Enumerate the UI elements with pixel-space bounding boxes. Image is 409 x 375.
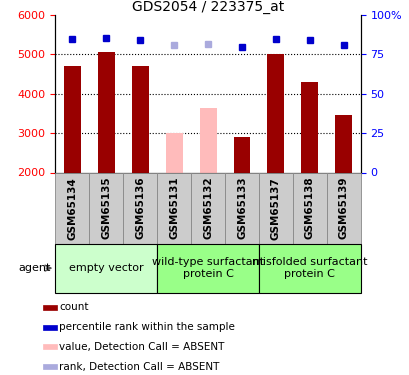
Text: value, Detection Call = ABSENT: value, Detection Call = ABSENT: [59, 342, 224, 352]
Text: rank, Detection Call = ABSENT: rank, Detection Call = ABSENT: [59, 362, 219, 372]
Text: misfolded surfactant
protein C: misfolded surfactant protein C: [252, 257, 367, 279]
Bar: [326, 172, 360, 244]
Text: GSM65134: GSM65134: [67, 177, 77, 240]
Bar: [43, 364, 56, 369]
Text: GSM65139: GSM65139: [338, 177, 348, 239]
Text: GSM65132: GSM65132: [202, 177, 213, 240]
Text: agent: agent: [19, 263, 51, 273]
Text: count: count: [59, 302, 88, 312]
Text: percentile rank within the sample: percentile rank within the sample: [59, 322, 234, 332]
Bar: [335, 116, 351, 172]
Text: empty vector: empty vector: [69, 263, 143, 273]
Bar: [55, 244, 157, 292]
Bar: [55, 172, 89, 244]
Bar: [89, 172, 123, 244]
Bar: [157, 172, 191, 244]
Bar: [43, 325, 56, 330]
Bar: [64, 66, 81, 172]
Bar: [191, 172, 225, 244]
Bar: [131, 66, 148, 172]
Bar: [225, 172, 258, 244]
Bar: [301, 82, 318, 172]
Bar: [43, 305, 56, 310]
Bar: [292, 172, 326, 244]
Bar: [258, 244, 360, 292]
Text: GSM65138: GSM65138: [304, 177, 314, 240]
Bar: [123, 172, 157, 244]
Bar: [157, 244, 258, 292]
Text: GSM65135: GSM65135: [101, 177, 111, 240]
Bar: [199, 108, 216, 172]
Text: GSM65131: GSM65131: [169, 177, 179, 240]
Bar: [267, 54, 284, 173]
Text: wild-type surfactant
protein C: wild-type surfactant protein C: [152, 257, 263, 279]
Text: GSM65136: GSM65136: [135, 177, 145, 240]
Text: GSM65133: GSM65133: [236, 177, 246, 240]
Title: GDS2054 / 223375_at: GDS2054 / 223375_at: [132, 0, 283, 14]
Text: GSM65137: GSM65137: [270, 177, 280, 240]
Bar: [165, 133, 182, 172]
Bar: [97, 53, 115, 172]
Bar: [258, 172, 292, 244]
Bar: [43, 345, 56, 350]
Bar: [233, 137, 250, 172]
